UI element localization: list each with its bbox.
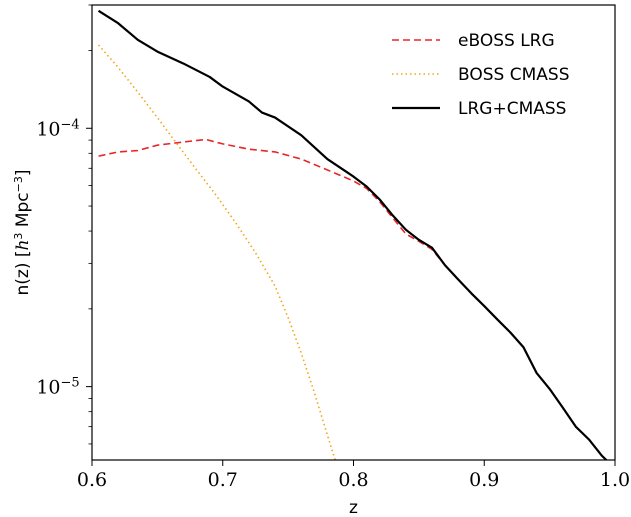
legend-label-eboss-lrg: eBOSS LRG	[458, 31, 555, 51]
y-tick-label-exponent: −5	[61, 375, 80, 390]
x-tick-label: 1.0	[600, 469, 630, 491]
y-axis-label-mid: Mpc	[13, 192, 33, 232]
legend-label-lrg-cmass: LRG+CMASS	[458, 99, 566, 119]
y-axis-label: n(z) [h3 Mpc−3]	[12, 169, 34, 295]
legend-label-boss-cmass: BOSS CMASS	[458, 65, 569, 85]
y-axis-label-mid-exp: −3	[12, 176, 25, 192]
series-line-boss-cmass	[97, 44, 336, 460]
legend: eBOSS LRG BOSS CMASS LRG+CMASS	[392, 31, 569, 119]
x-axis-label: z	[349, 498, 358, 517]
y-tick-label: 10−4	[36, 117, 79, 141]
y-tick-label-base: 10	[36, 118, 60, 140]
x-tick-label: 0.7	[208, 469, 238, 491]
series-line-lrg-cmass	[97, 9, 608, 460]
y-tick-label-exponent: −4	[61, 117, 80, 132]
y-axis-label-prefix: n(z) [	[13, 251, 33, 296]
y-tick-label-base: 10	[36, 377, 60, 399]
y-tick-label: 10−5	[36, 375, 79, 399]
series-line-eboss-lrg	[98, 138, 608, 460]
x-tick-label: 0.6	[77, 469, 107, 491]
y-axis: 10−510−4	[36, 4, 92, 445]
x-tick-label: 0.9	[469, 469, 499, 491]
x-tick-label: 0.8	[338, 469, 368, 491]
y-axis-label-suffix: ]	[13, 169, 33, 176]
series-layer	[97, 9, 608, 460]
y-axis-label-var-exp: 3	[12, 233, 25, 240]
y-axis-label-var: h	[13, 240, 33, 251]
x-axis: 0.6 0.7 0.8 0.9 1.0	[77, 460, 630, 491]
